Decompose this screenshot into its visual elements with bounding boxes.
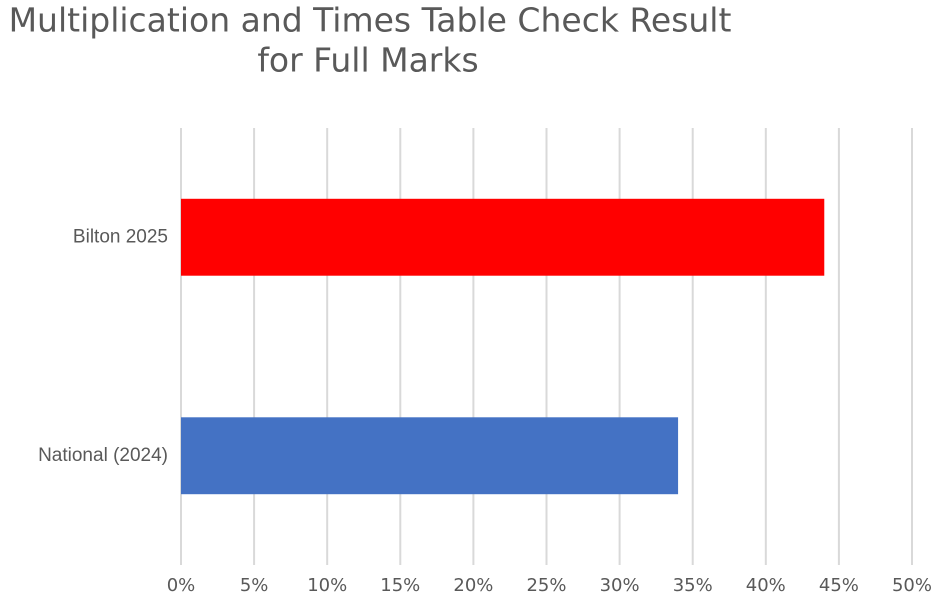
bar: [181, 198, 825, 276]
chart-title: Multiplication and Times Table Check Res…: [9, 1, 732, 40]
bar: [181, 417, 679, 495]
x-tick-label: 25%: [526, 575, 566, 596]
chart-title: for Full Marks: [257, 41, 478, 80]
x-tick-label: 50%: [892, 575, 932, 596]
x-tick-label: 30%: [600, 575, 640, 596]
x-tick-label: 15%: [380, 575, 420, 596]
y-tick-label: Bilton 2025: [73, 226, 168, 247]
x-tick-label: 20%: [453, 575, 493, 596]
x-tick-label: 45%: [819, 575, 859, 596]
x-tick-label: 40%: [746, 575, 786, 596]
x-tick-label: 5%: [240, 575, 269, 596]
x-tick-label: 0%: [167, 575, 196, 596]
x-tick-label: 35%: [673, 575, 713, 596]
x-tick-label: 10%: [307, 575, 347, 596]
y-tick-label: National (2024): [38, 445, 168, 466]
